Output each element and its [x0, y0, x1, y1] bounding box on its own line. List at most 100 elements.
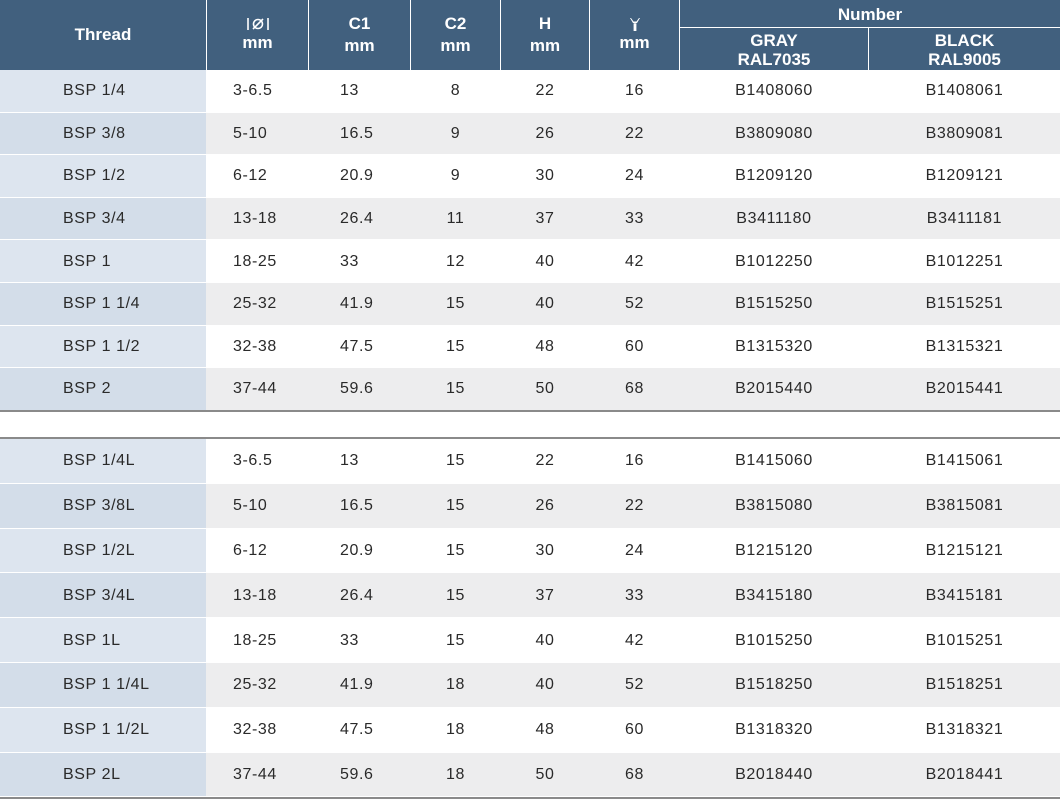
- c1-cell: 20.9: [340, 541, 374, 559]
- table-row: BSP 3/8 5-10 16.5 9 26 22 B3809080 B3809081: [0, 112, 1060, 156]
- h-cell: 50: [535, 765, 555, 783]
- h-cell: 40: [535, 676, 555, 694]
- diameter-cell: 5-10: [233, 124, 268, 142]
- h-cell: 48: [535, 337, 555, 355]
- c2-cell: 15: [446, 452, 465, 470]
- diameter-cell: 3-6.5: [233, 82, 273, 100]
- wrench-size-cell: 22: [625, 497, 644, 515]
- diameter-cell: 37-44: [233, 765, 277, 783]
- black-number-cell: B3415181: [925, 586, 1004, 604]
- gray-number-cell: B1209120: [735, 167, 813, 185]
- c1-cell: 41.9: [340, 295, 374, 313]
- thread-cell: BSP 3/4: [63, 210, 126, 228]
- c2-cell: 15: [446, 586, 465, 604]
- thread-cell: BSP 1 1/4: [63, 295, 141, 313]
- section-divider: [0, 410, 1060, 412]
- header-h-label: H: [538, 14, 552, 33]
- h-cell: 26: [535, 497, 555, 515]
- black-number-cell: B1012251: [925, 252, 1004, 270]
- table-row: BSP 1L 18-25 33 15 40 42 B1015250 B1015251: [0, 618, 1060, 663]
- gray-number-cell: B2018440: [735, 765, 813, 783]
- wrench-size-cell: 42: [625, 631, 644, 649]
- table-row: BSP 1 18-25 33 12 40 42 B1012250 B1012251: [0, 240, 1060, 283]
- thread-cell: BSP 1/4: [63, 82, 126, 100]
- header-diameter: mm: [207, 0, 308, 70]
- gray-number-cell: B1408060: [735, 82, 813, 100]
- header-c2: C2 mm: [411, 0, 500, 70]
- c2-cell: 15: [446, 337, 465, 355]
- thread-cell: BSP 1 1/4L: [63, 676, 150, 694]
- table-row: BSP 1/4 3-6.5 13 8 22 16 B1408060 B1408061: [0, 70, 1060, 113]
- gray-number-cell: B1215120: [735, 541, 813, 559]
- wrench-size-cell: 60: [625, 721, 644, 739]
- table-bottom-border: [0, 797, 1060, 799]
- diameter-cell: 3-6.5: [233, 452, 273, 470]
- header-wrench: mm: [590, 0, 679, 70]
- diameter-cell: 13-18: [233, 586, 277, 604]
- black-number-cell: B3809081: [925, 124, 1004, 142]
- gray-number-cell: B3815080: [735, 497, 813, 515]
- wrench-size-cell: 68: [625, 380, 644, 398]
- h-cell: 40: [535, 631, 555, 649]
- h-cell: 37: [535, 586, 555, 604]
- black-number-cell: B1518251: [925, 676, 1004, 694]
- wrench-size-cell: 33: [625, 210, 644, 228]
- table-row: BSP 3/8L 5-10 16.5 15 26 22 B3815080 B3815081: [0, 483, 1060, 529]
- c2-cell: 11: [446, 210, 465, 228]
- c2-cell: 15: [446, 497, 465, 515]
- diameter-icon: [246, 16, 269, 32]
- wrench-size-cell: 68: [625, 765, 644, 783]
- thread-cell: BSP 3/4L: [63, 586, 136, 604]
- c1-cell: 26.4: [340, 586, 374, 604]
- c2-cell: 18: [446, 721, 465, 739]
- thread-cell: BSP 1 1/2: [63, 337, 141, 355]
- header-h: H mm: [501, 0, 589, 70]
- gray-number-cell: B3415180: [735, 586, 813, 604]
- black-number-cell: B1408061: [925, 82, 1004, 100]
- c2-cell: 9: [450, 124, 461, 142]
- table-row: BSP 1/4L 3-6.5 13 15 22 16 B1415060 B1415061: [0, 439, 1060, 484]
- header-c1-unit: mm: [344, 36, 375, 55]
- header-black-ral: RAL9005: [928, 50, 1001, 69]
- diameter-cell: 32-38: [233, 337, 277, 355]
- wrench-size-cell: 22: [625, 124, 644, 142]
- h-cell: 40: [535, 295, 555, 313]
- header-diameter-unit: mm: [242, 33, 273, 52]
- h-cell: 48: [535, 721, 555, 739]
- c1-cell: 13: [340, 452, 359, 470]
- header-c1-label: C1: [348, 14, 371, 33]
- header-gray-ral: RAL7035: [737, 50, 811, 69]
- diameter-cell: 5-10: [233, 497, 268, 515]
- diameter-cell: 32-38: [233, 721, 277, 739]
- c2-cell: 12: [446, 252, 465, 270]
- black-number-cell: B3411181: [926, 210, 1003, 228]
- h-cell: 40: [535, 252, 555, 270]
- c2-cell: 18: [446, 676, 465, 694]
- h-cell: 37: [535, 210, 555, 228]
- diameter-cell: 25-32: [233, 295, 277, 313]
- black-number-cell: B1015251: [925, 631, 1004, 649]
- c1-cell: 16.5: [340, 497, 374, 515]
- c1-cell: 47.5: [340, 337, 374, 355]
- table-row: BSP 1/2 6-12 20.9 9 30 24 B1209120 B1209121: [0, 155, 1060, 198]
- diameter-cell: 25-32: [233, 676, 277, 694]
- diameter-cell: 6-12: [233, 541, 268, 559]
- black-number-cell: B1209121: [925, 167, 1004, 185]
- wrench-size-cell: 16: [625, 82, 644, 100]
- diameter-cell: 6-12: [233, 167, 268, 185]
- header-c2-unit: mm: [440, 36, 471, 55]
- table-row: BSP 1 1/4 25-32 41.9 15 40 52 B1515250 B1515251: [0, 283, 1060, 326]
- table-row: BSP 2L 37-44 59.6 18 50 68 B2018440 B2018441: [0, 752, 1060, 798]
- c2-cell: 9: [450, 167, 461, 185]
- black-number-cell: B1318321: [925, 721, 1004, 739]
- header-black-name: BLACK: [934, 31, 995, 50]
- gray-number-cell: B1315320: [735, 337, 813, 355]
- header-thread-label: Thread: [74, 25, 132, 44]
- h-cell: 26: [535, 124, 555, 142]
- black-number-cell: B1515251: [925, 295, 1004, 313]
- diameter-cell: 18-25: [233, 252, 277, 270]
- gray-number-cell: B3809080: [735, 124, 813, 142]
- c1-cell: 59.6: [340, 765, 374, 783]
- c2-cell: 18: [446, 765, 465, 783]
- gray-number-cell: B1318320: [735, 721, 813, 739]
